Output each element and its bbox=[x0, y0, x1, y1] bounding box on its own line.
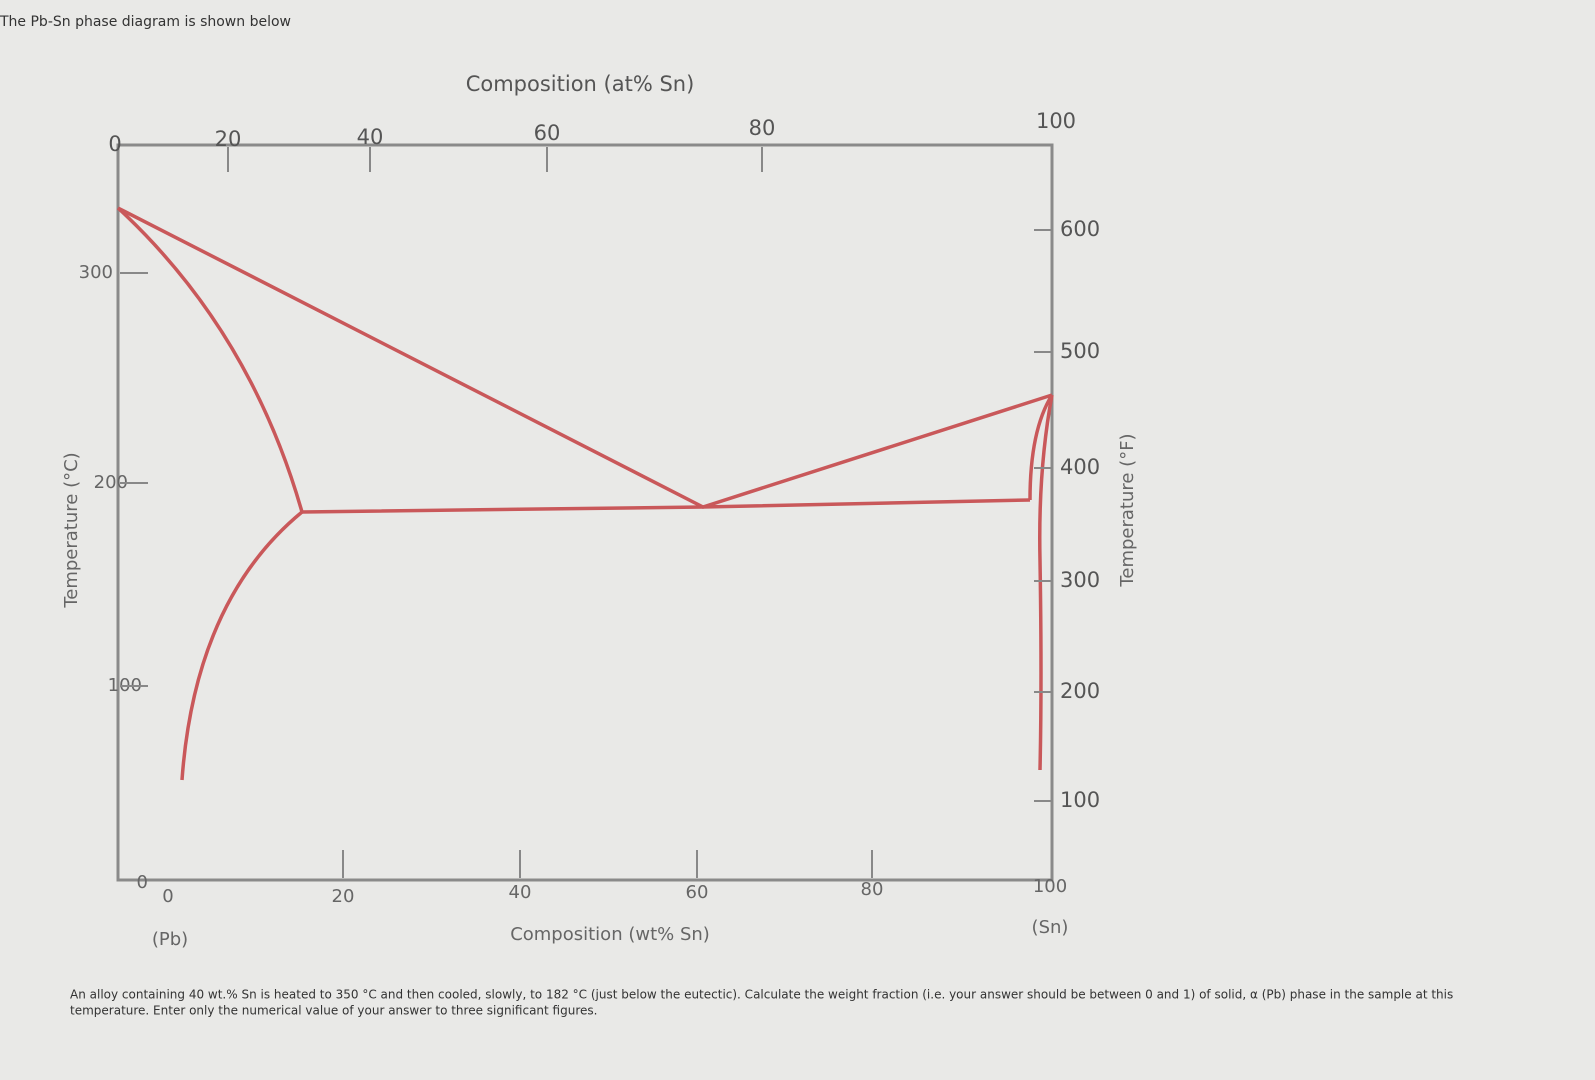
beta-solvus bbox=[1038, 394, 1054, 771]
left-axis-title: Temperature (°C) bbox=[61, 452, 82, 608]
left-tick-label: 0 bbox=[137, 872, 148, 893]
question-line: temperature. Enter only the numerical va… bbox=[70, 1004, 597, 1018]
top-tick-label: 80 bbox=[749, 116, 776, 140]
right-tick-label: 200 bbox=[1060, 679, 1100, 703]
question-line: An alloy containing 40 wt.% Sn is heated… bbox=[70, 988, 1453, 1002]
right-tick-label: 600 bbox=[1060, 217, 1100, 241]
right-tick-label: 500 bbox=[1060, 339, 1100, 363]
bottom-tick-label: 20 bbox=[332, 886, 355, 907]
top-tick-label: 100 bbox=[1036, 109, 1076, 133]
right-tick-label: 300 bbox=[1060, 568, 1100, 592]
phase-lines bbox=[116, 206, 1054, 781]
bottom-axis-title: Composition (wt% Sn) bbox=[510, 924, 710, 945]
top-axis-title: Composition (at% Sn) bbox=[466, 72, 695, 96]
right-tick-label: 400 bbox=[1060, 455, 1100, 479]
left-tick-label: 300 bbox=[79, 262, 113, 283]
liquidus bbox=[117, 206, 1053, 509]
eutectic-line bbox=[301, 498, 1031, 514]
top-tick-label: 60 bbox=[534, 121, 561, 145]
header-text: The Pb-Sn phase diagram is shown below bbox=[0, 14, 291, 30]
bottom-tick-label: 40 bbox=[509, 882, 532, 903]
alpha-solvus bbox=[180, 510, 304, 781]
alpha-solidus bbox=[116, 206, 304, 513]
left-tick-label: 200 bbox=[94, 472, 128, 493]
right-tick-label: 100 bbox=[1060, 788, 1100, 812]
bottom-tick-label: 60 bbox=[686, 882, 709, 903]
beta-solidus bbox=[1028, 394, 1054, 501]
bottom-tick-label: 0 bbox=[162, 886, 173, 907]
pb-label: (Pb) bbox=[152, 929, 188, 950]
bottom-tick-label: 80 bbox=[861, 879, 884, 900]
right-axis-title: Temperature (°F) bbox=[1117, 433, 1138, 587]
bottom-tick-label: 100 bbox=[1033, 876, 1067, 897]
sn-label: (Sn) bbox=[1032, 917, 1069, 938]
axis-labels: 0 20 40 60 80 100 Composition (at% Sn) 300 200 10… bbox=[61, 72, 1138, 950]
top-tick-label: 0 bbox=[108, 132, 121, 156]
plot-frame bbox=[116, 143, 1054, 882]
top-tick-label: 40 bbox=[357, 125, 384, 149]
